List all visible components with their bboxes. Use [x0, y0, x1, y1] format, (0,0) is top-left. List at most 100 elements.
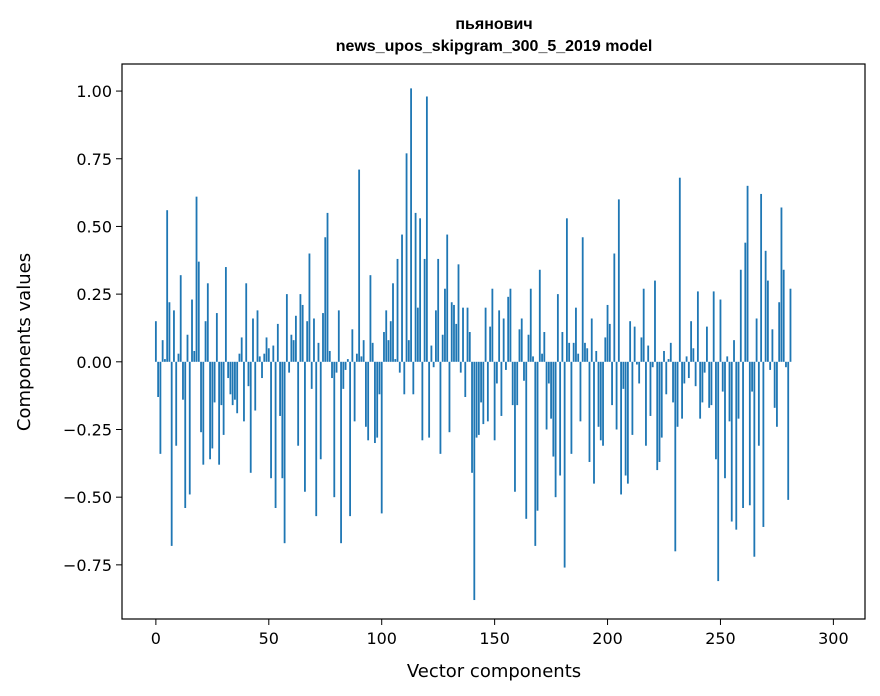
- bar-100: [380, 361, 383, 514]
- bar-254: [728, 361, 731, 422]
- bar-39: [243, 361, 245, 422]
- bar-225: [663, 350, 665, 362]
- x-axis-label: Vector components: [407, 661, 581, 682]
- bar-272: [769, 361, 772, 370]
- bar-11: [179, 275, 182, 362]
- bar-155: [505, 361, 507, 370]
- bar-110: [403, 361, 406, 395]
- bar-269: [762, 361, 765, 527]
- bar-180: [561, 332, 564, 362]
- bar-279: [785, 361, 787, 368]
- bar-134: [457, 264, 460, 362]
- bar-277: [780, 207, 783, 362]
- bar-182: [565, 218, 568, 362]
- y-tick-label-6: 0.75: [76, 150, 112, 169]
- bar-26: [213, 361, 216, 403]
- bar-35: [234, 361, 236, 400]
- bar-8: [173, 310, 175, 362]
- bar-262: [746, 185, 749, 362]
- bar-86: [349, 361, 351, 517]
- bar-55: [279, 361, 281, 416]
- bar-243: [703, 361, 706, 373]
- bar-186: [575, 307, 577, 362]
- bar-195: [595, 350, 598, 362]
- bar-125: [437, 258, 440, 362]
- bar-20: [200, 361, 202, 433]
- bar-281: [789, 288, 792, 362]
- bar-67: [306, 321, 309, 362]
- bar-222: [656, 361, 659, 471]
- bar-98: [376, 361, 379, 438]
- bar-234: [683, 361, 686, 384]
- bar-220: [651, 361, 654, 368]
- bar-112: [407, 340, 410, 362]
- bar-18: [195, 196, 198, 362]
- bar-33: [229, 361, 232, 395]
- bar-240: [696, 291, 699, 362]
- bar-187: [577, 353, 580, 362]
- bar-22: [204, 321, 207, 362]
- bar-183: [568, 342, 571, 362]
- bar-140: [471, 361, 473, 473]
- bar-224: [660, 361, 663, 438]
- bar-257: [735, 361, 738, 530]
- bar-211: [631, 361, 634, 435]
- chart-title-line-1: пьянович: [455, 16, 532, 33]
- bar-99: [378, 361, 381, 395]
- bar-48: [263, 353, 266, 362]
- bar-196: [597, 361, 600, 427]
- bar-207: [622, 361, 625, 389]
- bar-169: [536, 361, 539, 511]
- bar-268: [760, 193, 763, 362]
- bar-190: [584, 342, 586, 362]
- bar-17: [193, 350, 196, 362]
- bar-25: [211, 361, 214, 449]
- bar-5: [166, 210, 169, 362]
- bar-132: [453, 304, 455, 362]
- bar-274: [773, 361, 776, 408]
- bar-223: [658, 361, 661, 462]
- bar-233: [681, 361, 683, 419]
- bar-162: [520, 318, 523, 362]
- bar-170: [538, 269, 541, 362]
- bar-216: [642, 288, 645, 362]
- bar-43: [252, 318, 254, 362]
- bar-147: [486, 361, 489, 422]
- bar-231: [676, 361, 679, 427]
- bar-203: [613, 253, 616, 362]
- bar-30: [222, 361, 225, 435]
- bar-198: [602, 361, 604, 446]
- bar-194: [593, 361, 595, 484]
- bar-64: [299, 294, 302, 362]
- bar-124: [435, 310, 437, 362]
- bar-119: [423, 258, 426, 362]
- bar-122: [430, 345, 433, 362]
- x-tick-label-0: 0: [151, 629, 161, 648]
- bar-166: [529, 288, 532, 362]
- bar-126: [439, 361, 442, 454]
- bar-58: [285, 294, 288, 362]
- bar-116: [416, 307, 419, 362]
- bar-142: [475, 361, 478, 438]
- bar-87: [351, 329, 354, 362]
- bar-244: [706, 326, 708, 362]
- bar-111: [405, 153, 408, 362]
- bar-1: [157, 361, 160, 397]
- bar-51: [270, 361, 272, 479]
- bar-197: [599, 361, 602, 441]
- bar-14: [186, 334, 189, 362]
- bar-275: [776, 361, 778, 427]
- bar-276: [778, 302, 781, 362]
- bar-82: [340, 361, 342, 544]
- bar-63: [297, 361, 300, 446]
- bar-97: [374, 361, 376, 444]
- bar-246: [710, 361, 713, 406]
- x-tick-label-5: 250: [705, 629, 736, 648]
- bar-247: [712, 291, 715, 362]
- bar-205: [617, 199, 620, 362]
- bar-208: [624, 361, 627, 476]
- bar-series: [154, 88, 792, 601]
- bar-227: [667, 359, 670, 362]
- bar-278: [782, 269, 785, 362]
